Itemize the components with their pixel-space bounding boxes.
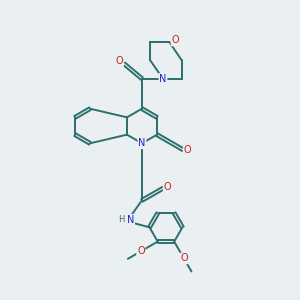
Text: H: H: [118, 215, 125, 224]
Text: O: O: [184, 145, 191, 155]
Text: O: O: [116, 56, 123, 66]
Text: O: O: [164, 182, 171, 192]
Text: O: O: [172, 35, 179, 46]
Text: O: O: [180, 254, 188, 263]
Text: N: N: [138, 138, 146, 148]
Text: O: O: [137, 246, 145, 256]
Text: N: N: [127, 215, 134, 225]
Text: N: N: [159, 74, 167, 84]
